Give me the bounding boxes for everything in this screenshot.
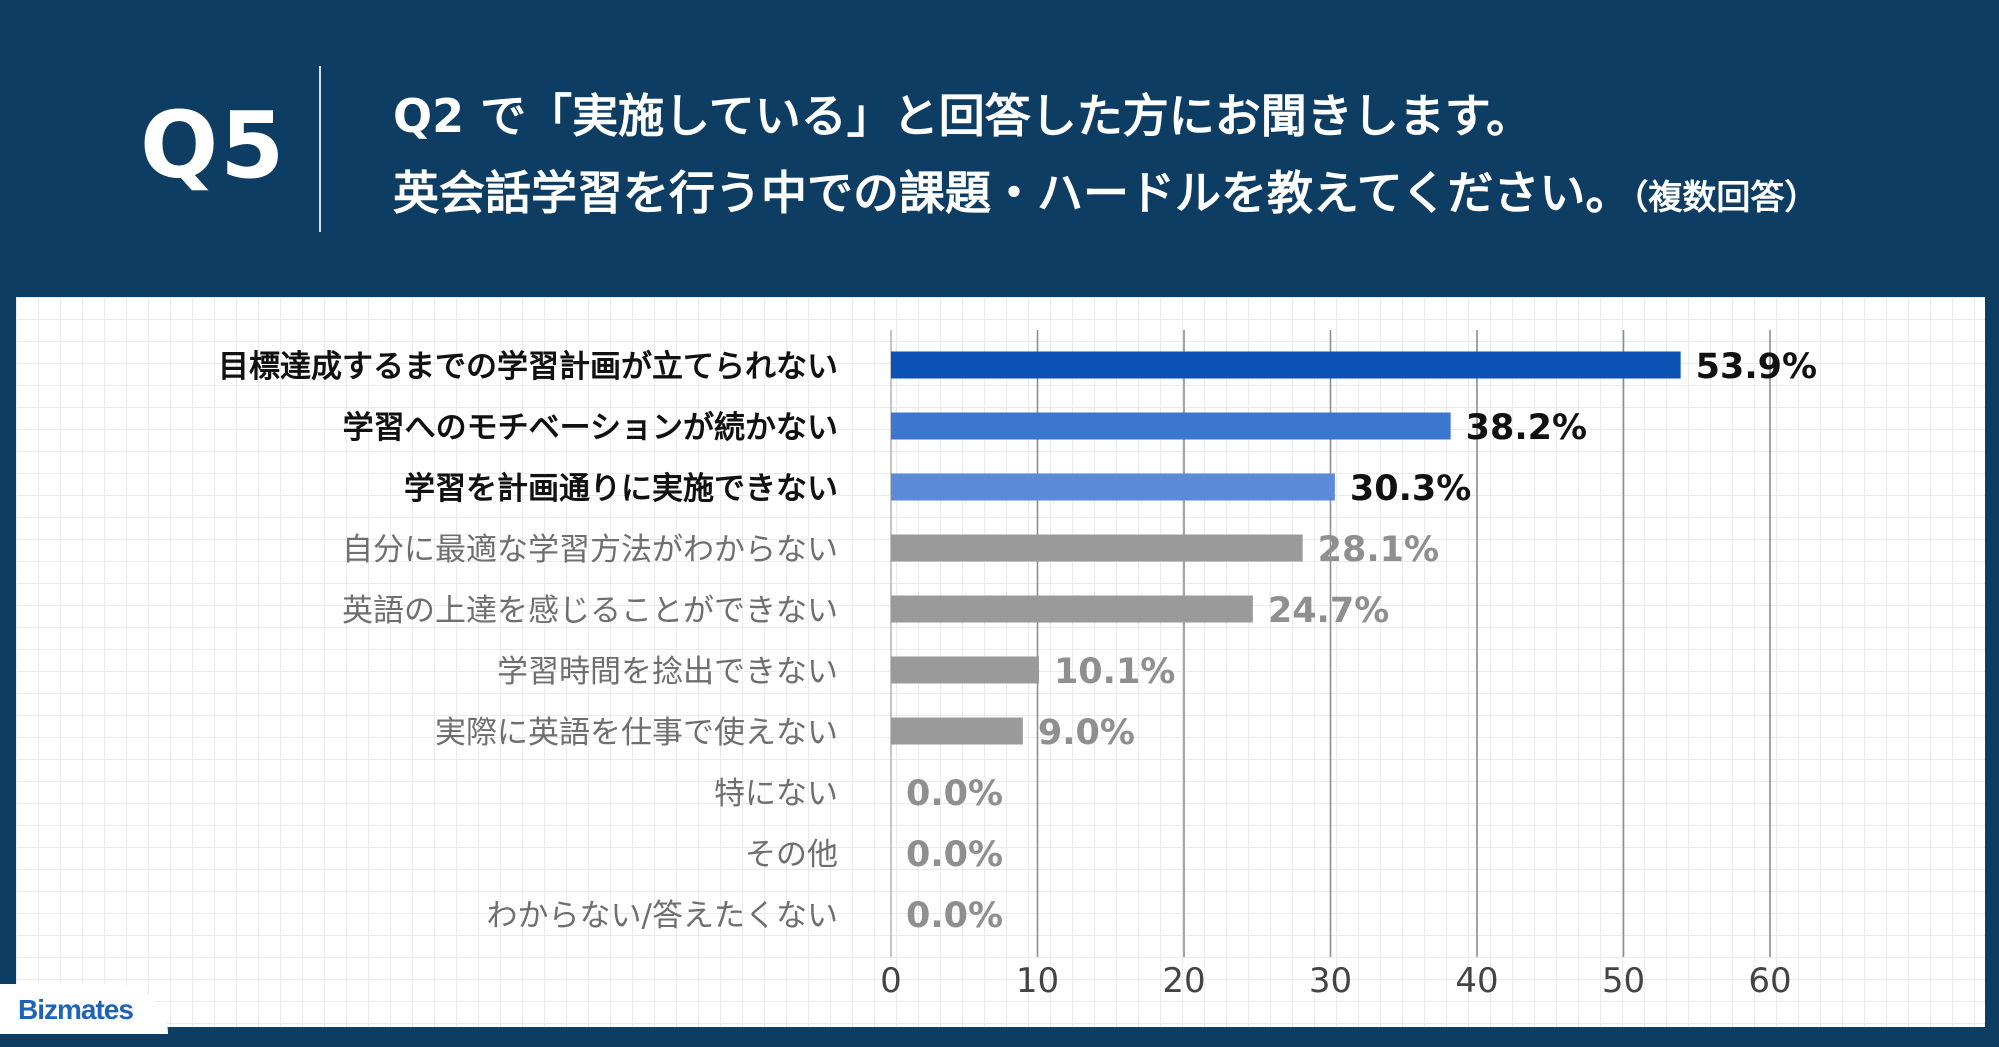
bar <box>891 473 1335 501</box>
header-divider <box>319 66 321 232</box>
x-tick-label: 40 <box>1455 961 1498 1001</box>
value-label: 0.0% <box>906 835 1003 875</box>
value-label: 0.0% <box>906 774 1003 814</box>
category-label: 自分に最適な学習方法がわからない <box>342 532 838 568</box>
category-label: 実際に英語を仕事で使えない <box>435 715 838 751</box>
category-label: 特にない <box>714 776 838 812</box>
question-title-line2: 英会話学習を行う中での課題・ハードルを教えてください。（複数回答） <box>393 157 1818 223</box>
category-label: 学習を計画通りに実施できない <box>404 471 838 507</box>
value-label: 30.3% <box>1350 469 1471 509</box>
x-tick-label: 20 <box>1162 961 1205 1001</box>
x-tick-label: 50 <box>1602 961 1645 1001</box>
value-label: 53.9% <box>1696 347 1817 387</box>
bottom-strip <box>0 1027 1999 1047</box>
bar <box>891 534 1303 562</box>
bar <box>891 595 1253 623</box>
question-number: Q5 <box>140 92 287 199</box>
value-label: 38.2% <box>1466 408 1587 448</box>
x-tick-label: 0 <box>880 961 902 1001</box>
logo-tab <box>0 984 168 1034</box>
category-label: わからない/答えたくない <box>487 898 838 934</box>
x-tick-label: 10 <box>1016 961 1059 1001</box>
bar <box>891 351 1681 379</box>
category-label: 学習へのモチベーションが続かない <box>343 410 838 446</box>
x-tick-label: 60 <box>1748 961 1791 1001</box>
value-label: 0.0% <box>906 896 1003 936</box>
category-label: その他 <box>745 837 838 873</box>
value-label: 24.7% <box>1268 591 1389 631</box>
category-label: 英語の上達を感じることができない <box>342 593 838 629</box>
question-title-line1: Q2 で「実施している」と回答した方にお聞きします。 <box>393 89 1533 143</box>
bar <box>891 656 1039 684</box>
value-label: 10.1% <box>1054 652 1175 692</box>
bar <box>891 412 1451 440</box>
category-label: 目標達成するまでの学習計画が立てられない <box>218 349 838 385</box>
x-tick-label: 30 <box>1309 961 1352 1001</box>
bar <box>891 717 1023 745</box>
question-title-line2-text: 英会話学習を行う中での課題・ハードルを教えてください。 <box>393 166 1632 220</box>
header: Q5 Q2 で「実施している」と回答した方にお聞きします。 英会話学習を行う中で… <box>0 0 1999 295</box>
value-label: 28.1% <box>1318 530 1439 570</box>
question-title-note: （複数回答） <box>1631 178 1819 218</box>
brand-logo: Bizmates <box>18 994 134 1025</box>
category-label: 学習時間を捻出できない <box>497 654 838 690</box>
value-label: 9.0% <box>1038 713 1135 753</box>
